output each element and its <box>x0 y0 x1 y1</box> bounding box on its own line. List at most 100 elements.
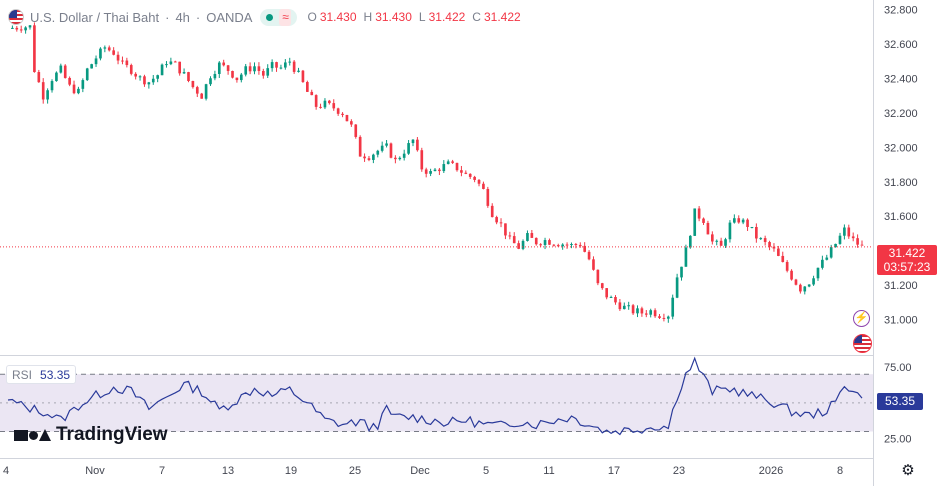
candle-body <box>257 66 261 71</box>
candle-body <box>323 100 327 108</box>
candle-body <box>684 247 688 267</box>
candle-body <box>649 310 653 315</box>
candle-body <box>851 236 855 239</box>
candle-body <box>112 50 115 55</box>
price-axis-tick-label: 32.400 <box>884 73 918 85</box>
economic-event-flag-icon[interactable] <box>853 334 872 353</box>
price-axis-tick-label: 32.200 <box>884 108 918 120</box>
price-axis-tick-label: 31.000 <box>884 315 918 327</box>
candle-body <box>746 219 749 227</box>
candle-body <box>847 227 851 237</box>
time-axis-tick-label: 5 <box>483 465 489 477</box>
data-source-label[interactable]: OANDA <box>206 9 253 25</box>
candle-body <box>99 48 102 59</box>
candle-body <box>592 259 595 270</box>
candle-body <box>600 283 604 289</box>
time-axis-tick-label: 17 <box>608 465 620 477</box>
candle-body <box>284 62 287 68</box>
candle-body <box>398 157 402 160</box>
candle-body <box>235 77 239 81</box>
time-axis-tick-label: 23 <box>673 465 685 477</box>
candle-body <box>737 218 741 223</box>
candle-body <box>200 93 204 99</box>
candle-body <box>411 139 415 144</box>
candle-body <box>266 68 270 76</box>
candle-body <box>473 176 476 180</box>
symbol-name[interactable]: U.S. Dollar / Thai Baht <box>30 9 160 25</box>
candle-body <box>565 244 569 246</box>
rsi-line <box>7 356 863 436</box>
candle-body <box>226 65 230 71</box>
candle-body <box>499 222 503 224</box>
candle-body <box>433 169 437 172</box>
rsi-axis-tick-label: 25.00 <box>884 434 912 446</box>
candle-body <box>644 313 648 315</box>
rsi-legend[interactable]: RSI 53.35 <box>6 365 77 384</box>
tradingview-wordmark: TradingView <box>56 424 168 445</box>
candle-body <box>50 81 54 91</box>
candle-body <box>675 277 679 298</box>
candle-body <box>640 308 644 314</box>
candle-body <box>785 261 789 271</box>
candle-body <box>68 77 71 85</box>
candle-body <box>46 90 49 100</box>
candle-body <box>37 72 41 83</box>
candle-body <box>706 222 710 235</box>
market-open-dot-icon <box>266 13 274 21</box>
candle-body <box>482 183 485 189</box>
candle-body <box>790 270 793 280</box>
us-flag-icon[interactable] <box>8 9 24 25</box>
candle-body <box>446 161 450 165</box>
candle-body <box>724 239 727 246</box>
candle-body <box>28 25 32 28</box>
candle-body <box>103 47 107 49</box>
candle-body <box>508 235 512 237</box>
candle-body <box>178 61 182 74</box>
gear-icon[interactable]: ⚙ <box>901 462 915 479</box>
candle-body <box>614 296 617 303</box>
price-axis-tick-label: 31.600 <box>884 211 918 223</box>
candle-body <box>407 143 410 154</box>
candle-body <box>548 240 551 245</box>
lightning-icon[interactable]: ⚡ <box>853 310 870 327</box>
candle-body <box>306 82 309 92</box>
market-status-pill[interactable]: ≈ <box>260 8 298 26</box>
candle-body <box>556 245 560 247</box>
candle-body <box>301 70 305 83</box>
candle-body <box>821 259 824 268</box>
candle-body <box>402 153 406 158</box>
candle-body <box>169 61 173 65</box>
candle-body <box>420 150 424 170</box>
candle-body <box>693 208 697 236</box>
interval-label[interactable]: 4h <box>175 9 190 25</box>
candle-body <box>680 266 683 278</box>
candle-body <box>165 64 168 66</box>
rsi-value-badge: 53.35 <box>877 393 923 410</box>
candle-body <box>90 64 93 69</box>
candle-body <box>429 171 432 174</box>
ohlc-values: O 31.430 H 31.430 L 31.422 C 31.422 <box>307 10 520 24</box>
tradingview-logo[interactable]: TradingView <box>14 424 168 446</box>
tv-logo-icon <box>14 429 51 441</box>
candle-body <box>138 76 142 78</box>
candle-body <box>460 170 463 173</box>
candle-body <box>129 65 133 74</box>
candle-body <box>363 156 366 159</box>
candle-body <box>750 226 754 228</box>
candle-body <box>504 223 507 236</box>
candle-body <box>310 91 314 96</box>
low-value: 31.422 <box>428 10 466 24</box>
candle-body <box>671 297 675 317</box>
candle-body <box>711 234 714 242</box>
candle-body <box>24 27 27 31</box>
candle-body <box>662 317 666 319</box>
separator: · <box>195 9 201 25</box>
candle-body <box>424 169 428 174</box>
candle-body <box>477 179 481 184</box>
time-axis-tick-label: 11 <box>543 465 554 477</box>
candle-body <box>777 248 780 256</box>
candle-body <box>733 218 736 223</box>
candle-body <box>416 139 419 151</box>
